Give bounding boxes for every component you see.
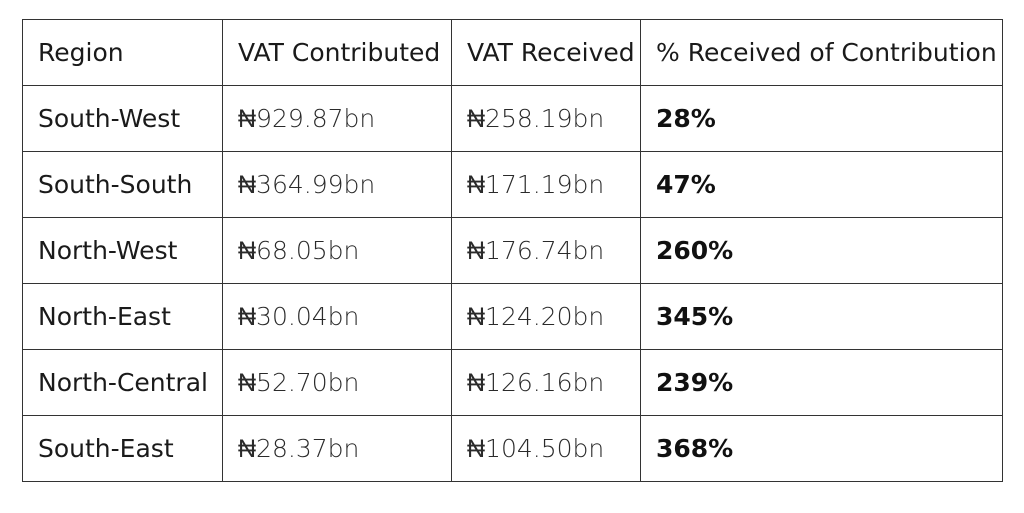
vat-received-cell: ₦126.16bn (451, 349, 641, 416)
vat-received-cell: ₦104.50bn (451, 415, 641, 482)
table-body: South-West ₦929.87bn ₦258.19bn 28% South… (22, 85, 1003, 482)
percent-received-cell: 47% (640, 151, 1003, 218)
vat-received-cell: ₦258.19bn (451, 85, 641, 152)
table-row: North-West ₦68.05bn ₦176.74bn 260% (22, 217, 1003, 284)
header-vat-contributed: VAT Contributed (222, 19, 452, 86)
percent-received-cell: 345% (640, 283, 1003, 350)
vat-contributed-cell: ₦52.70bn (222, 349, 452, 416)
header-vat-received: VAT Received (451, 19, 641, 86)
vat-contributed-cell: ₦28.37bn (222, 415, 452, 482)
vat-received-cell: ₦124.20bn (451, 283, 641, 350)
region-cell: South-East (22, 415, 223, 482)
region-cell: North-East (22, 283, 223, 350)
vat-distribution-table: Region VAT Contributed VAT Received % Re… (22, 19, 1003, 482)
vat-contributed-cell: ₦364.99bn (222, 151, 452, 218)
vat-contributed-cell: ₦68.05bn (222, 217, 452, 284)
region-cell: South-South (22, 151, 223, 218)
vat-received-cell: ₦176.74bn (451, 217, 641, 284)
table-row: South-East ₦28.37bn ₦104.50bn 368% (22, 415, 1003, 482)
region-cell: South-West (22, 85, 223, 152)
region-cell: North-Central (22, 349, 223, 416)
vat-received-cell: ₦171.19bn (451, 151, 641, 218)
percent-received-cell: 260% (640, 217, 1003, 284)
table-row: South-West ₦929.87bn ₦258.19bn 28% (22, 85, 1003, 152)
percent-received-cell: 28% (640, 85, 1003, 152)
table-row: South-South ₦364.99bn ₦171.19bn 47% (22, 151, 1003, 218)
percent-received-cell: 239% (640, 349, 1003, 416)
percent-received-cell: 368% (640, 415, 1003, 482)
header-region: Region (22, 19, 223, 86)
region-cell: North-West (22, 217, 223, 284)
vat-contributed-cell: ₦30.04bn (222, 283, 452, 350)
header-row: Region VAT Contributed VAT Received % Re… (22, 19, 1003, 86)
vat-contributed-cell: ₦929.87bn (222, 85, 452, 152)
table-row: North-Central ₦52.70bn ₦126.16bn 239% (22, 349, 1003, 416)
header-percent-received: % Received of Contribution (640, 19, 1003, 86)
table-row: North-East ₦30.04bn ₦124.20bn 345% (22, 283, 1003, 350)
table-header: Region VAT Contributed VAT Received % Re… (22, 19, 1003, 86)
